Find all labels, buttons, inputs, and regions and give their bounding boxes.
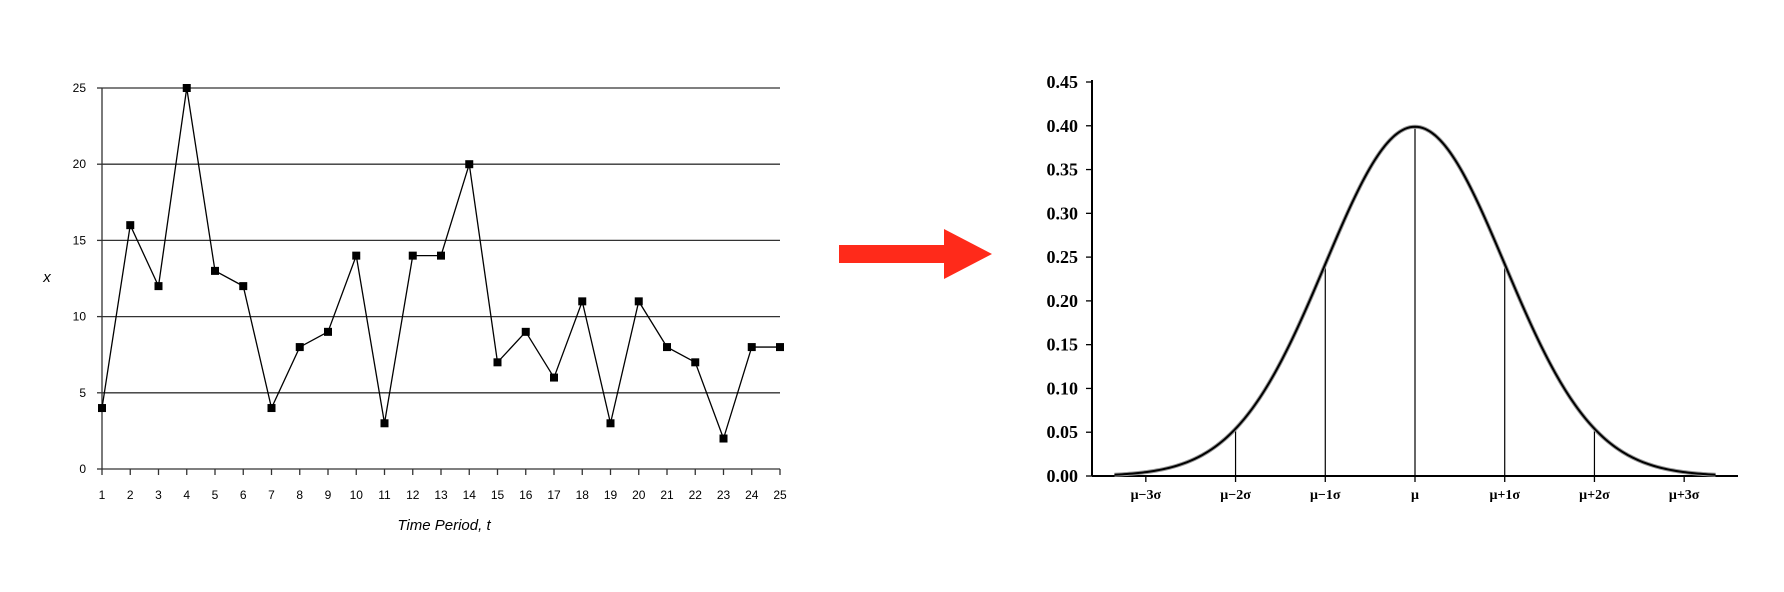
data-point xyxy=(352,251,361,260)
x-tick-label: μ+1σ xyxy=(1489,488,1520,503)
y-tick-label: 0.45 xyxy=(1047,72,1079,92)
series-line xyxy=(101,87,780,441)
y-axis-label: x xyxy=(42,269,51,286)
x-tick-label: 14 xyxy=(463,488,477,502)
data-point xyxy=(719,434,728,443)
y-tick-label: 0.25 xyxy=(1047,247,1079,267)
x-tick-label: 22 xyxy=(689,488,703,502)
x-tick-label: 5 xyxy=(212,488,219,502)
data-point xyxy=(634,297,643,306)
data-point xyxy=(747,343,756,352)
x-axis-label: Time Period, t xyxy=(397,517,491,534)
x-tick-label: 8 xyxy=(296,488,303,502)
x-tick-label: 12 xyxy=(406,488,420,502)
x-tick-label: 25 xyxy=(773,488,787,502)
x-tick-label: 17 xyxy=(547,488,561,502)
x-tick-label: μ+2σ xyxy=(1579,488,1610,503)
x-tick-label: 7 xyxy=(268,488,275,502)
grid-lines xyxy=(102,87,780,394)
data-point xyxy=(98,404,106,413)
data-point xyxy=(239,282,248,291)
x-tick-label: 23 xyxy=(717,488,731,502)
y-tick-label: 15 xyxy=(73,233,87,247)
x-tick-label: μ−3σ xyxy=(1131,488,1162,503)
x-tick-labels: μ−3σ μ−2σ μ−1σ μ μ+1σ μ+2σ μ+3σ xyxy=(1131,488,1700,503)
y-tick-label: 0.05 xyxy=(1047,422,1079,442)
data-point xyxy=(663,343,671,352)
y-tick-labels: 0 5 10 15 20 25 xyxy=(73,81,87,476)
y-tick-label: 0.40 xyxy=(1047,116,1079,136)
y-tick-label: 20 xyxy=(73,157,87,171)
sigma-vertical-lines xyxy=(1234,126,1596,476)
data-point xyxy=(182,84,191,92)
data-point xyxy=(776,343,784,352)
data-point xyxy=(493,358,502,367)
data-point xyxy=(578,297,587,306)
arrow-icon xyxy=(839,229,992,279)
y-tick-label: 0.20 xyxy=(1047,291,1079,311)
x-tick-label: 21 xyxy=(660,488,674,502)
x-tick-label: μ xyxy=(1411,488,1419,503)
data-point xyxy=(408,251,417,260)
x-tick-label: 11 xyxy=(378,488,391,502)
x-tick-label: 24 xyxy=(745,488,759,502)
y-tick-label: 0.15 xyxy=(1047,335,1079,355)
data-point xyxy=(437,251,445,260)
data-point xyxy=(521,327,530,336)
y-tick-label: 0.00 xyxy=(1047,466,1079,486)
x-tick-label: 15 xyxy=(491,488,505,502)
data-point xyxy=(691,358,700,367)
y-tick-label: 10 xyxy=(73,310,87,324)
data-point xyxy=(550,373,558,382)
x-tick-label: 18 xyxy=(576,488,590,502)
data-point xyxy=(380,419,389,428)
x-tick-label: 4 xyxy=(183,488,190,502)
normal-distribution-chart: 0.00 0.05 0.10 0.15 0.20 0.25 0.30 0.35 0.40 0.45… xyxy=(1047,72,1738,503)
x-tick-label: 9 xyxy=(325,488,332,502)
data-point xyxy=(324,327,332,336)
x-tick-label: 2 xyxy=(127,488,134,502)
y-tick-label: 0.30 xyxy=(1047,203,1079,223)
data-point xyxy=(465,160,474,169)
x-tick-label: 3 xyxy=(155,488,162,502)
y-tick-label: 5 xyxy=(79,386,86,400)
y-tick-labels: 0.00 0.05 0.10 0.15 0.20 0.25 0.30 0.35 0.40 0.45 xyxy=(1047,72,1079,486)
density-curve xyxy=(1114,124,1716,477)
data-point xyxy=(295,343,304,352)
x-tick-label: 16 xyxy=(519,488,533,502)
x-tick-label: μ−1σ xyxy=(1310,488,1341,503)
x-tick-label: 10 xyxy=(350,488,364,502)
data-points xyxy=(98,84,784,443)
y-tick-label: 0 xyxy=(79,462,86,476)
x-tick-label: 6 xyxy=(240,488,247,502)
data-point xyxy=(606,419,615,428)
axes xyxy=(1086,80,1738,482)
x-tick-label: 1 xyxy=(99,488,106,502)
x-tick-labels: 1 2 3 4 5 6 7 8 9 10 11 12 13 14 15 16 17 18 19 20 21 22 23 24 2… xyxy=(99,488,787,502)
x-tick-label: μ+3σ xyxy=(1669,488,1700,503)
y-tick-label: 25 xyxy=(73,81,87,95)
data-point xyxy=(154,282,163,291)
x-tick-label: 20 xyxy=(632,488,646,502)
x-tick-label: 13 xyxy=(434,488,448,502)
data-point xyxy=(267,404,276,413)
data-point xyxy=(211,266,219,275)
data-point xyxy=(126,221,135,230)
series-line xyxy=(101,87,780,441)
density-curve-line xyxy=(1114,125,1716,476)
y-tick-label: 0.35 xyxy=(1047,160,1079,180)
x-tick-label: 19 xyxy=(604,488,618,502)
axes xyxy=(97,87,781,475)
x-tick-label: μ−2σ xyxy=(1220,488,1251,503)
y-tick-label: 0.10 xyxy=(1047,378,1079,398)
